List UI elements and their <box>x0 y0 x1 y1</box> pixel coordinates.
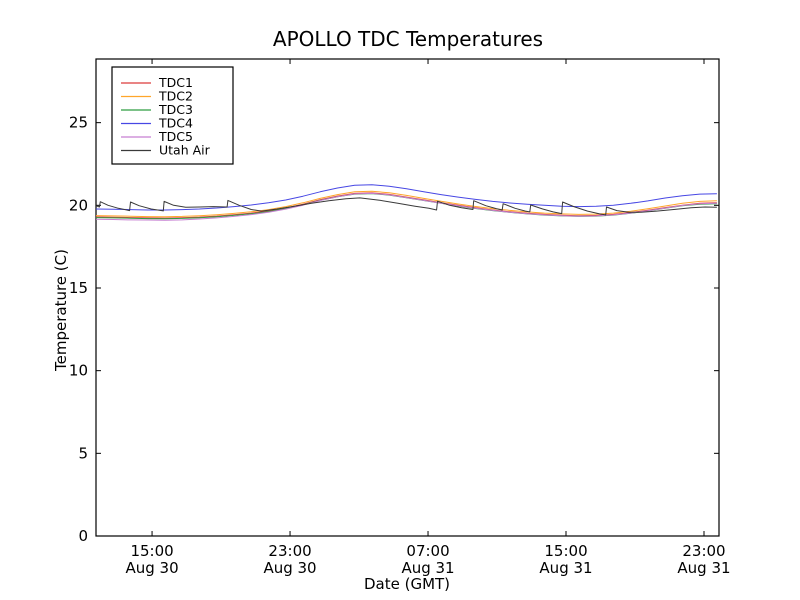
series-line-tdc5 <box>95 192 717 221</box>
x-tick-time-label: 23:00 <box>682 542 725 560</box>
x-tick-time-label: 23:00 <box>268 542 311 560</box>
x-tick-date-label: Aug 31 <box>401 559 454 577</box>
x-tick-date-label: Aug 31 <box>539 559 592 577</box>
y-tick-label: 0 <box>78 527 88 545</box>
y-tick-label: 15 <box>69 279 88 297</box>
series-lines <box>95 184 717 221</box>
y-tick-label: 5 <box>78 444 88 462</box>
legend-label-tdc3: TDC3 <box>158 102 193 117</box>
x-tick-date-label: Aug 30 <box>263 559 316 577</box>
x-tick-date-label: Aug 31 <box>677 559 730 577</box>
legend-label-utah-air: Utah Air <box>159 143 211 158</box>
y-tick-label: 20 <box>69 196 88 214</box>
series-line-tdc4 <box>95 184 717 211</box>
legend-label-tdc1: TDC1 <box>158 75 193 90</box>
y-axis-label: Temperature (C) <box>52 249 70 372</box>
y-tick-label: 10 <box>69 362 88 380</box>
plot-area <box>95 58 720 537</box>
x-tick-date-label: Aug 30 <box>125 559 178 577</box>
x-axis-label: Date (GMT) <box>364 575 450 593</box>
x-tick-time-label: 15:00 <box>130 542 173 560</box>
legend-label-tdc4: TDC4 <box>158 116 193 131</box>
legend-label-tdc5: TDC5 <box>158 129 193 144</box>
x-tick-time-label: 15:00 <box>544 542 587 560</box>
legend-label-tdc2: TDC2 <box>158 89 193 104</box>
chart-title: APOLLO TDC Temperatures <box>273 27 543 51</box>
x-tick-time-label: 07:00 <box>406 542 449 560</box>
y-tick-label: 25 <box>69 114 88 132</box>
series-line-tdc2 <box>95 190 717 218</box>
series-line-utah-air <box>95 197 717 216</box>
